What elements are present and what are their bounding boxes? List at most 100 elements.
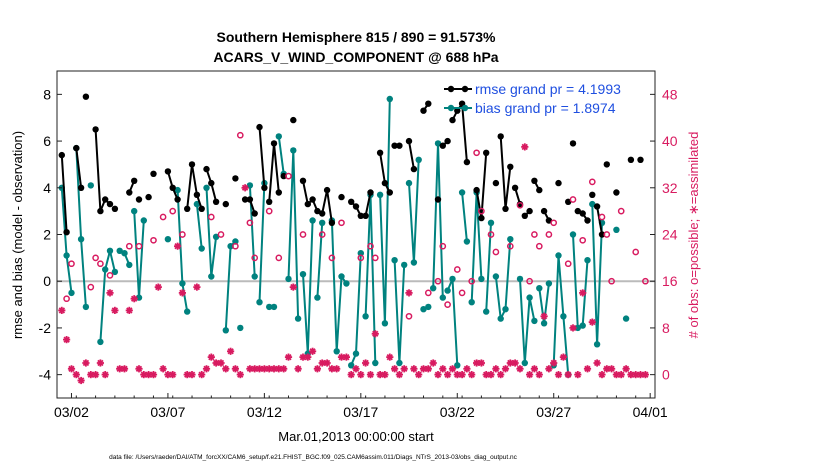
possible-obs-marker (207, 213, 215, 221)
assimilated-obs-marker (492, 365, 500, 373)
assimilated-obs-marker (159, 365, 167, 373)
rmse-point (73, 144, 80, 152)
possible-obs-marker (617, 207, 625, 215)
bias-point (135, 294, 143, 301)
assimilated-obs-marker (125, 306, 133, 314)
rmse-point (381, 179, 389, 187)
possible-obs-marker (106, 272, 114, 279)
bias-point (386, 95, 393, 103)
rmse-point (63, 229, 70, 236)
y-right-tick-label: 0 (662, 367, 670, 383)
rmse-line-segment (186, 164, 203, 210)
possible-obs-marker (405, 312, 413, 320)
possible-obs-marker (526, 277, 533, 285)
rmse-point (131, 177, 138, 184)
bias-line-segment (316, 222, 324, 298)
assimilated-obs-marker (530, 365, 538, 373)
legend-bias-label: bias grand pr = 1.8974 (475, 100, 616, 116)
x-tick-label: 03/17 (343, 404, 378, 420)
possible-obs-marker (299, 231, 307, 238)
bias-point (574, 324, 581, 332)
possible-obs-marker (478, 207, 485, 215)
possible-obs-marker (179, 231, 186, 238)
bias-point (622, 315, 630, 322)
assimilated-obs-marker (381, 371, 389, 379)
bias-point (439, 294, 446, 301)
assimilated-obs-marker (342, 353, 350, 361)
legend-rmse-marker-left (447, 85, 455, 93)
y-right-tick-label: 32 (662, 180, 678, 196)
possible-obs-marker (150, 236, 157, 244)
rmse-point (241, 196, 249, 203)
assimilated-obs-marker (362, 359, 370, 367)
assimilated-obs-marker (145, 371, 153, 379)
possible-obs-marker (371, 254, 379, 262)
bias-point (333, 348, 340, 355)
assimilated-obs-marker (82, 359, 90, 367)
assimilated-obs-marker (559, 353, 567, 361)
assimilated-obs-marker (540, 312, 548, 320)
assimilated-obs-marker (487, 371, 495, 379)
bias-point (203, 184, 210, 191)
x-tick-label: 03/12 (247, 404, 282, 420)
rmse-point (473, 186, 480, 194)
rmse-point (184, 205, 191, 212)
rmse-point (362, 212, 369, 219)
assimilated-obs-marker (564, 371, 572, 379)
assimilated-obs-marker (227, 347, 235, 355)
bias-point (410, 259, 418, 266)
assimilated-obs-marker (120, 365, 129, 373)
bias-point (232, 238, 239, 245)
bias-point (309, 217, 316, 224)
legend-bias-marker-right (461, 104, 469, 112)
bias-point (555, 252, 562, 259)
bias-point (584, 257, 591, 264)
assimilated-obs-marker (366, 371, 375, 379)
legend-rmse-label: rmse grand pr = 4.1993 (475, 81, 621, 97)
possible-obs-marker (579, 236, 587, 244)
rmse-line-segment (75, 147, 83, 188)
assimilated-obs-marker (511, 359, 519, 367)
chart-title-line2: ACARS_V_WIND_COMPONENT @ 688 hPa (213, 49, 498, 65)
rmse-point (58, 151, 65, 159)
assimilated-obs-marker (255, 365, 264, 373)
bias-point (391, 257, 398, 264)
y-left-tick-label: 0 (43, 273, 51, 289)
bias-point (290, 147, 297, 154)
bias-point (212, 233, 220, 240)
rmse-point (111, 205, 119, 212)
bias-point (362, 313, 369, 320)
bias-point (507, 236, 514, 243)
rmse-point (256, 123, 263, 131)
possible-obs-marker (545, 231, 553, 238)
rmse-point (478, 214, 485, 222)
assimilated-obs-marker (526, 371, 534, 379)
rmse-point (328, 219, 336, 226)
possible-obs-marker (458, 289, 466, 297)
bias-point (560, 313, 567, 320)
bias-point (270, 303, 278, 311)
bias-point (179, 280, 186, 287)
bias-point (372, 359, 379, 367)
assimilated-obs-marker (588, 318, 596, 326)
assimilated-obs-marker (193, 283, 201, 291)
rmse-point (405, 137, 413, 145)
assimilated-obs-marker (583, 365, 592, 373)
bias-point (121, 250, 128, 257)
assimilated-obs-marker (477, 359, 485, 367)
assimilated-obs-marker (280, 365, 288, 373)
assimilated-obs-marker (550, 359, 558, 367)
assimilated-obs-marker (352, 365, 360, 373)
assimilated-obs-marker (593, 359, 601, 367)
possible-obs-marker (87, 283, 95, 291)
bias-point (198, 245, 205, 252)
rmse-line-segment (94, 129, 111, 212)
bias-point (87, 182, 95, 189)
possible-obs-marker (487, 231, 495, 238)
rmse-point (507, 163, 514, 170)
possible-obs-marker (598, 213, 606, 221)
bias-point (68, 289, 75, 297)
rmse-point (77, 184, 85, 191)
possible-obs-marker (439, 242, 447, 250)
